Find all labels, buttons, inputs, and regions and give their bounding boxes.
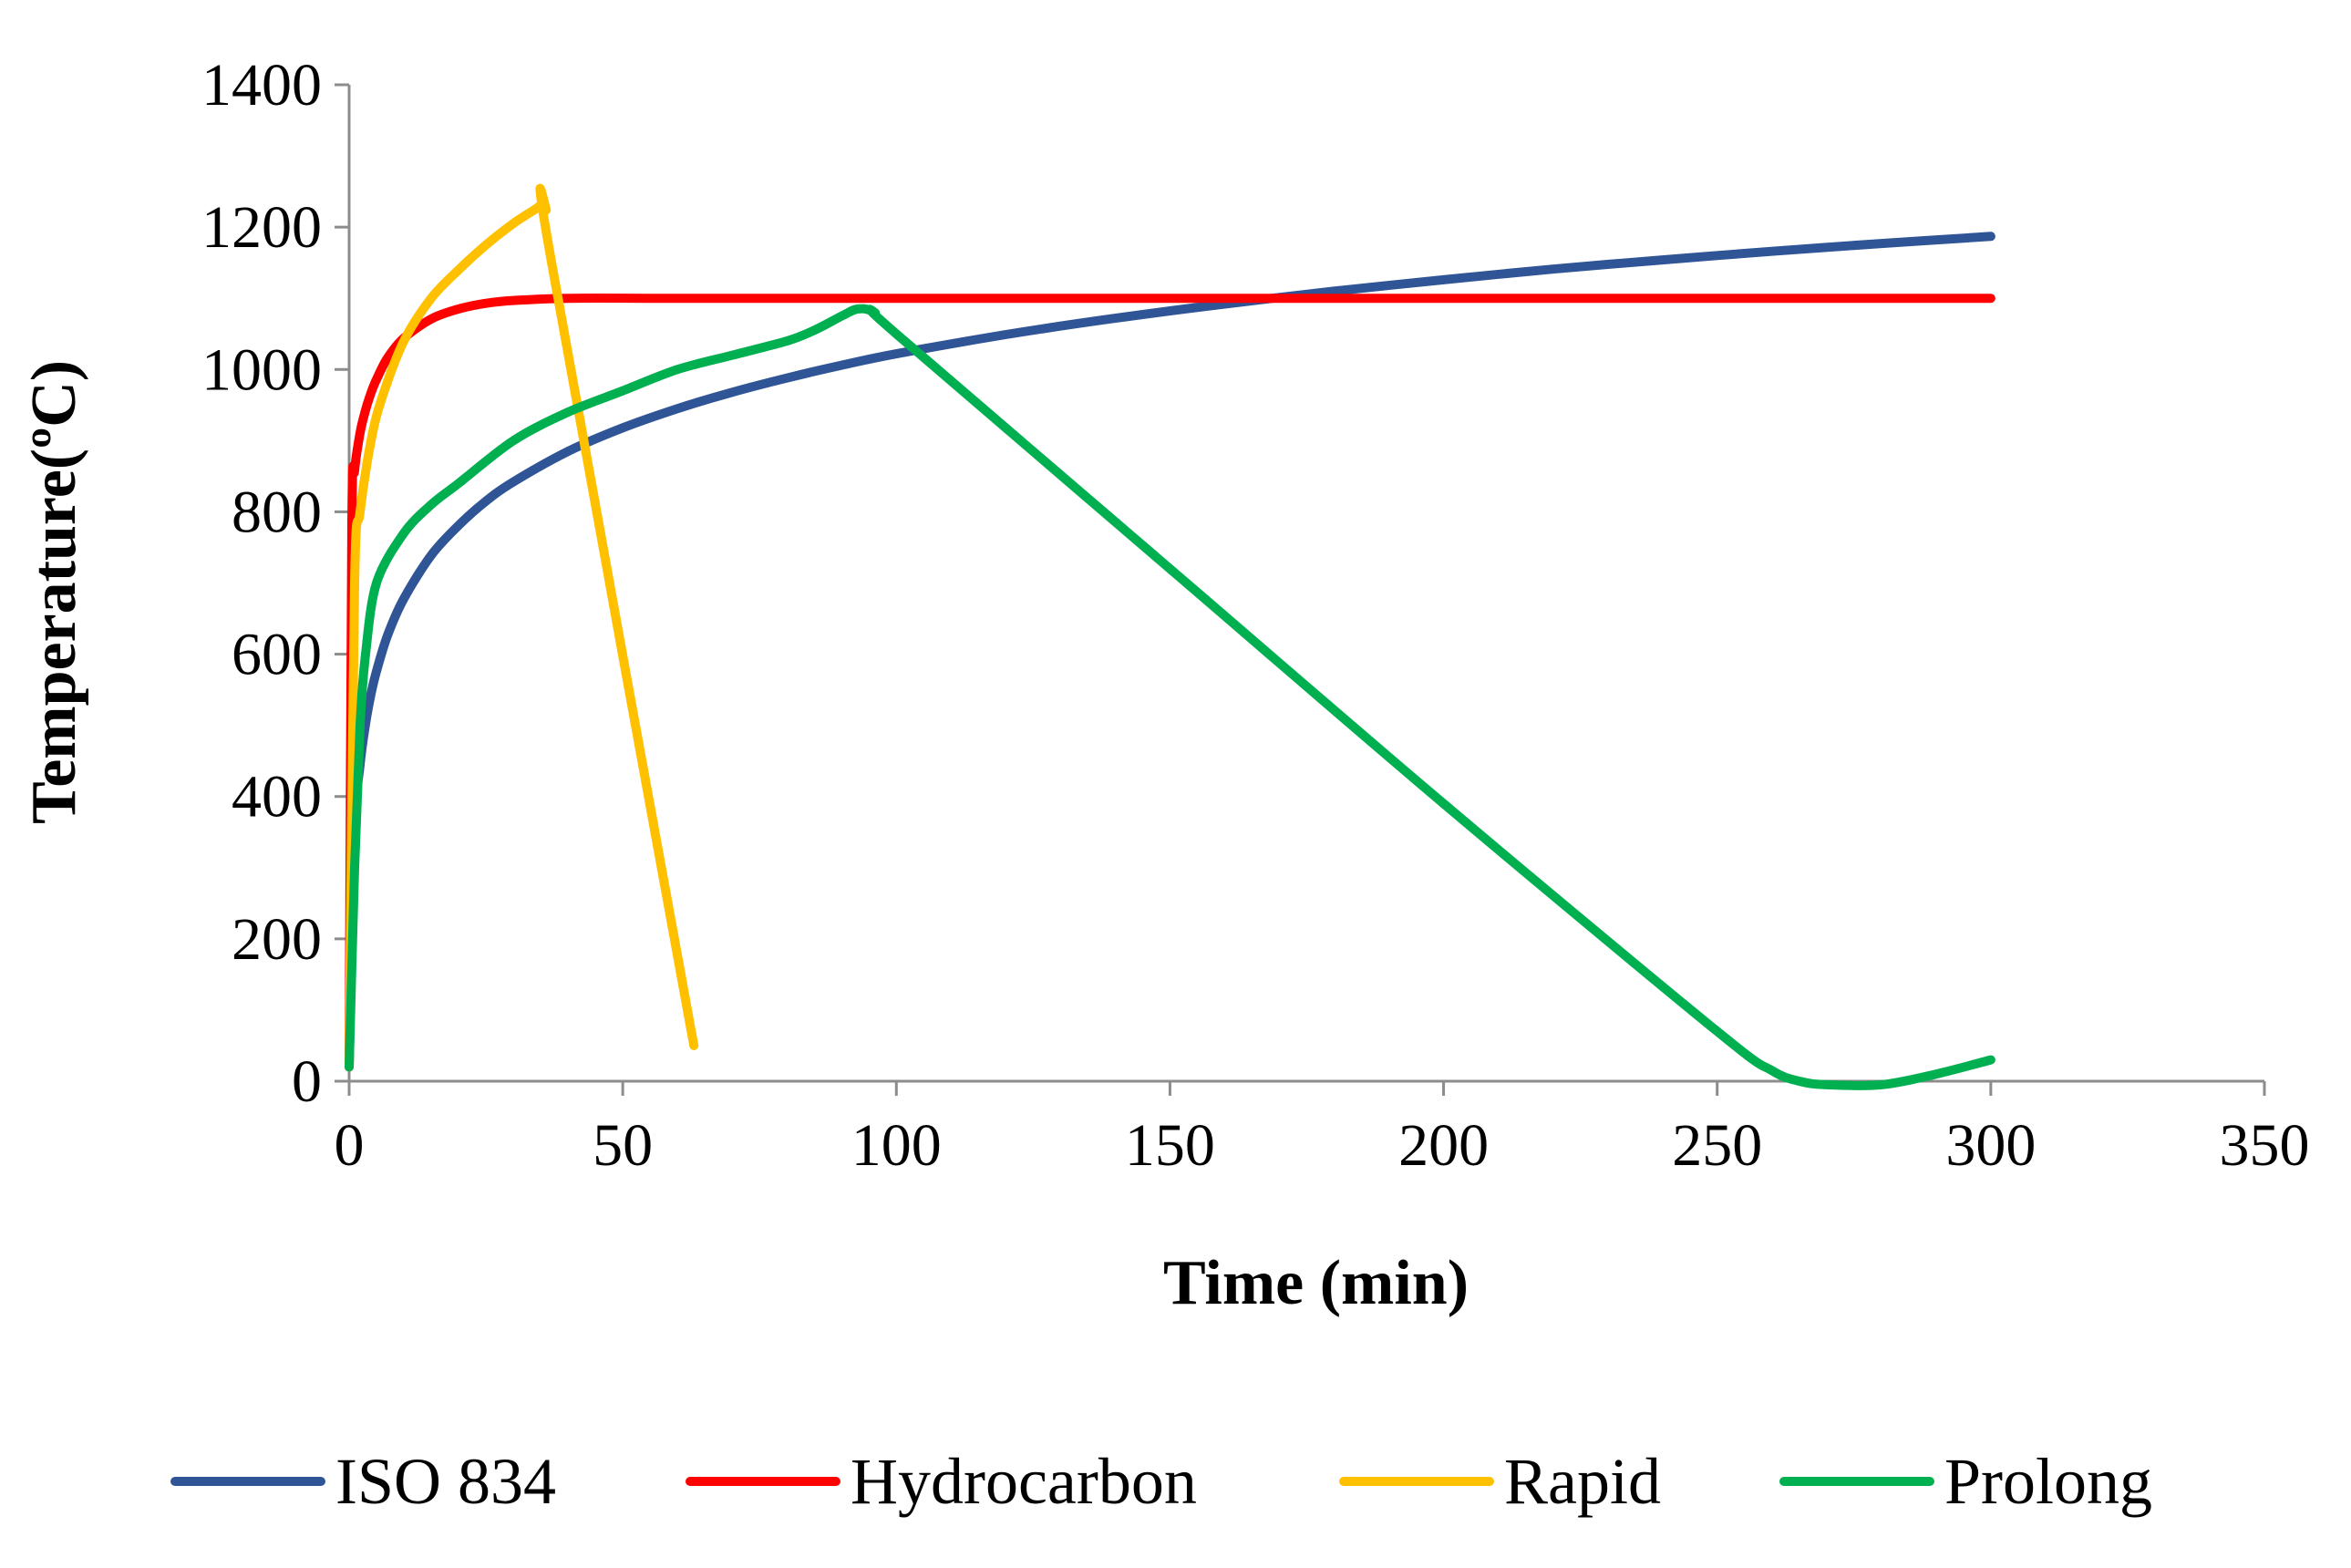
x-axis-ticks: 0 50 100 150 200 250 300 350 xyxy=(335,1081,2310,1179)
legend-item-rapid: Rapid xyxy=(1339,1445,1661,1518)
y-tick-label: 200 xyxy=(232,906,322,973)
legend-label: Rapid xyxy=(1504,1445,1661,1518)
series-line-iso-834 xyxy=(345,232,1995,1072)
x-tick-label: 0 xyxy=(335,1112,365,1179)
series-line-rapid xyxy=(345,183,699,1072)
series-line-prolong xyxy=(345,304,1995,1090)
y-tick-label: 1000 xyxy=(201,336,322,403)
x-tick-label: 300 xyxy=(1945,1112,2036,1179)
legend-item-prolong: Prolong xyxy=(1779,1445,2152,1518)
x-tick-label: 150 xyxy=(1125,1112,1215,1179)
x-tick-label: 350 xyxy=(2220,1112,2310,1179)
x-tick-label: 250 xyxy=(1672,1112,1762,1179)
y-tick-label: 1200 xyxy=(201,194,322,261)
x-axis-title: Time (min) xyxy=(1163,1248,1469,1318)
series-layer xyxy=(345,183,1995,1090)
legend: ISO 834 Hydrocarbon Rapid Prolong xyxy=(170,1445,2152,1518)
y-tick-label: 400 xyxy=(232,764,322,830)
y-axis-ticks: 0 200 400 600 800 1000 1200 1400 xyxy=(201,52,349,1115)
y-tick-label: 600 xyxy=(232,622,322,688)
legend-label: Hydrocarbon xyxy=(851,1445,1197,1518)
y-tick-label: 1400 xyxy=(201,52,322,119)
x-tick-label: 100 xyxy=(851,1112,942,1179)
x-tick-label: 50 xyxy=(593,1112,653,1179)
legend-label: Prolong xyxy=(1944,1445,2152,1518)
series-line-hydrocarbon xyxy=(345,294,1995,1072)
legend-item-iso-834: ISO 834 xyxy=(170,1445,556,1518)
y-tick-label: 0 xyxy=(292,1048,322,1115)
x-tick-label: 200 xyxy=(1398,1112,1489,1179)
legend-label: ISO 834 xyxy=(335,1445,556,1518)
y-tick-label: 800 xyxy=(232,479,322,545)
legend-item-hydrocarbon: Hydrocarbon xyxy=(686,1445,1197,1518)
y-axis-title: Temperature(ºC) xyxy=(19,360,89,824)
